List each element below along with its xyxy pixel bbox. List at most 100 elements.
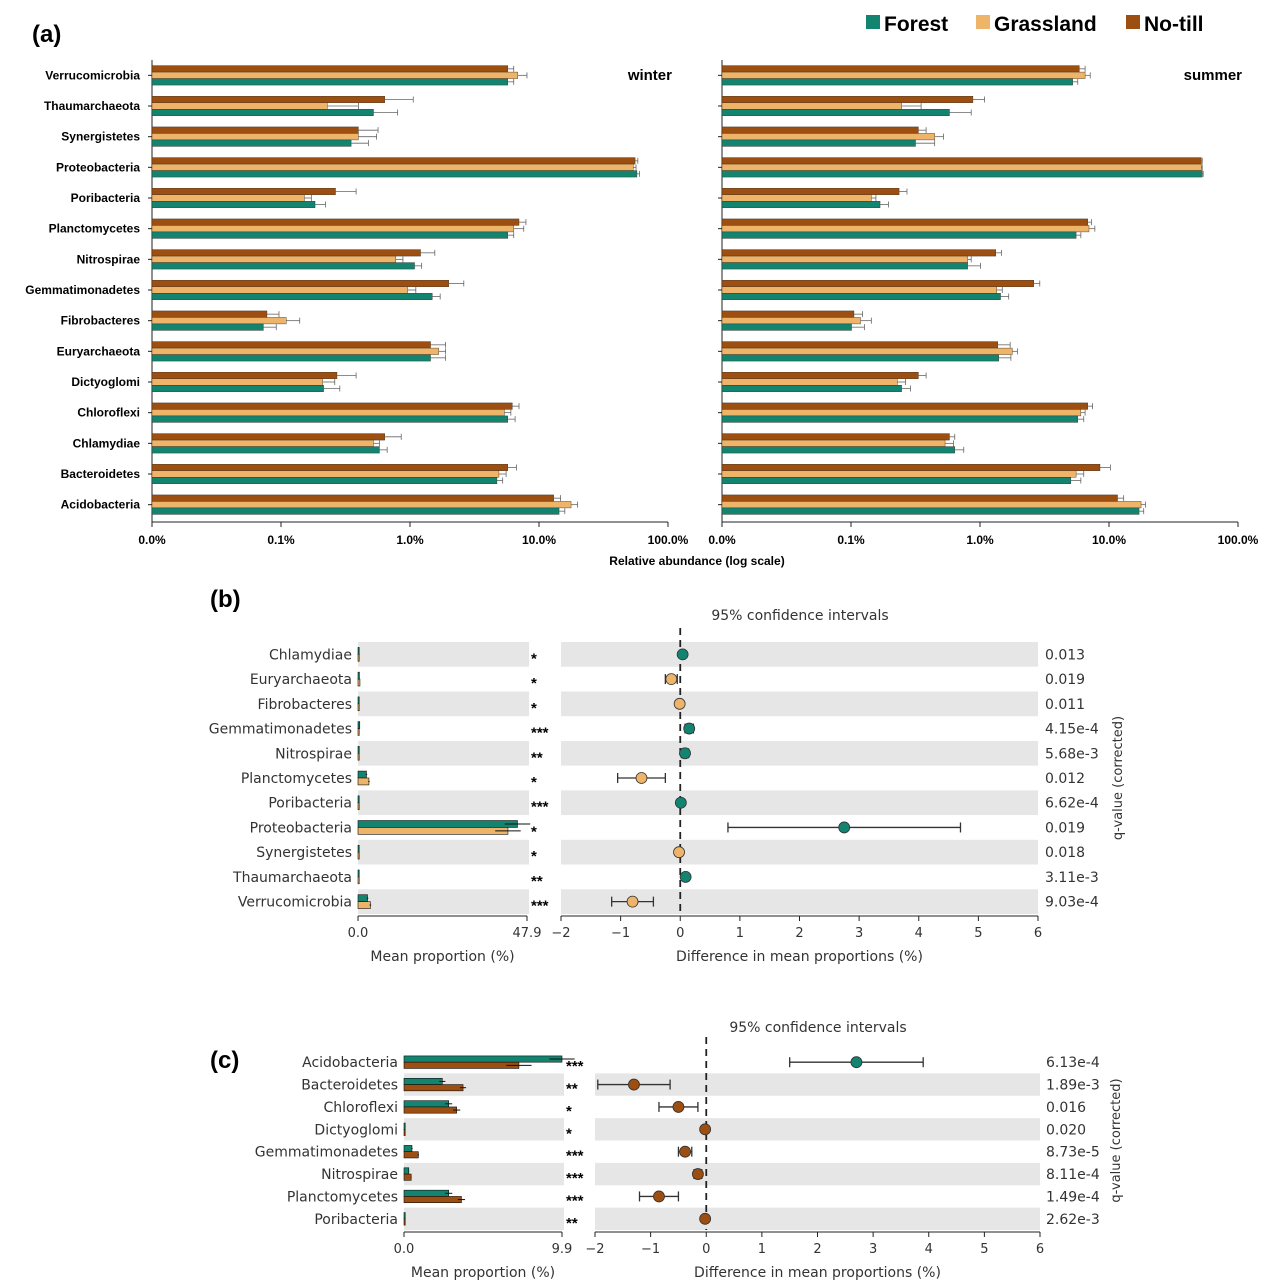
row-label: Planctomycetes <box>241 771 352 787</box>
bar-forest <box>721 78 1073 86</box>
difference-point <box>653 1190 665 1203</box>
facet-1-x-tick-label: 1.0% <box>966 533 994 547</box>
category-label: Bacteroidetes <box>61 467 141 481</box>
bar-forest <box>151 262 415 270</box>
row-band-left <box>404 1118 564 1141</box>
difference-point <box>699 1212 712 1225</box>
right-x-tick-label: 4 <box>925 1242 933 1257</box>
bar-no-till <box>151 494 554 502</box>
row-label: Thaumarchaeota <box>232 870 352 886</box>
bar-grassland <box>151 133 359 141</box>
q-value: 9.03e-4 <box>1045 895 1099 911</box>
bar-grassland <box>151 317 287 325</box>
row-band-right <box>561 839 1038 865</box>
ci-title: 95% confidence intervals <box>711 608 888 624</box>
bar-forest <box>721 262 968 270</box>
facet-1-x-tick-label: 10.0% <box>1092 533 1126 547</box>
row-band-right <box>595 1118 1040 1141</box>
difference-point <box>673 846 685 859</box>
difference-point <box>699 1123 712 1136</box>
category-label: Chlamydiae <box>73 436 141 450</box>
bar-grassland <box>721 163 1202 171</box>
difference-point <box>674 796 687 809</box>
row-band-left <box>358 740 529 766</box>
mean-bar-group2 <box>357 827 509 835</box>
row-label: Nitrospirae <box>321 1167 398 1183</box>
bar-grassland <box>721 317 861 325</box>
right-x-tick-label: 4 <box>915 926 923 941</box>
q-value: 1.49e-4 <box>1046 1189 1100 1205</box>
mean-bar-group1 <box>403 1122 406 1130</box>
significance-stars: *** <box>531 799 549 816</box>
category-label: Verrucomicrobia <box>45 68 140 82</box>
bar-grassland <box>151 225 514 233</box>
q-value: 4.15e-4 <box>1045 722 1099 738</box>
difference-point <box>679 1145 692 1158</box>
bar-no-till <box>721 341 998 349</box>
category-label: Planctomycetes <box>49 222 141 236</box>
mean-bar-group1 <box>357 894 368 902</box>
bar-grassland <box>721 470 1077 478</box>
mean-bar-group2 <box>403 1129 406 1136</box>
right-x-tick-label: −2 <box>585 1242 604 1257</box>
q-value: 0.019 <box>1045 820 1085 836</box>
row-label: Dictyoglomi <box>314 1122 398 1138</box>
row-label: Synergistetes <box>256 845 352 861</box>
q-value: 0.020 <box>1046 1122 1086 1138</box>
bar-no-till <box>721 126 919 134</box>
difference-point <box>628 1078 640 1091</box>
category-label: Proteobacteria <box>56 160 140 174</box>
bar-forest <box>721 170 1203 178</box>
bar-no-till <box>721 310 855 318</box>
bar-grassland <box>721 501 1142 509</box>
left-x-tick-label: 47.9 <box>513 926 542 941</box>
right-x-tick-label: −2 <box>551 926 570 941</box>
bar-no-till <box>151 218 520 226</box>
significance-stars: * <box>531 650 537 667</box>
bar-no-till <box>721 464 1101 471</box>
left-x-tick-label: 9.9 <box>552 1242 573 1257</box>
bar-grassland <box>151 470 500 478</box>
significance-stars: *** <box>566 1192 584 1209</box>
mean-bar-group2 <box>357 752 360 761</box>
bar-grassland <box>721 286 997 294</box>
row-band-left <box>358 691 529 717</box>
bar-grassland <box>151 255 396 263</box>
mean-bar-group2 <box>403 1061 520 1069</box>
bar-forest <box>721 293 1001 300</box>
left-x-label: Mean proportion (%) <box>370 949 514 965</box>
mean-bar-group1 <box>357 647 360 655</box>
right-x-tick-label: 6 <box>1034 926 1042 941</box>
mean-bar-group1 <box>357 795 360 804</box>
row-band-left <box>404 1162 564 1186</box>
bar-forest <box>721 109 950 116</box>
legend-swatch-grassland <box>976 15 990 29</box>
right-x-tick-label: 5 <box>980 1242 988 1257</box>
bar-no-till <box>721 433 950 441</box>
category-label: Euryarchaeota <box>57 344 141 358</box>
mean-bar-group2 <box>357 802 360 810</box>
category-label: Chloroflexi <box>77 406 140 420</box>
bar-forest <box>151 354 431 362</box>
bar-no-till <box>721 188 900 195</box>
significance-stars: *** <box>531 898 549 915</box>
mean-bar-group1 <box>403 1077 443 1085</box>
mean-bar-group2 <box>403 1084 464 1092</box>
category-label: Nitrospirae <box>77 252 141 266</box>
right-x-tick-label: 6 <box>1036 1242 1044 1257</box>
significance-stars: * <box>531 848 537 865</box>
legend-label-grassland: Grassland <box>994 13 1097 36</box>
bar-grassland <box>151 286 408 294</box>
legend-swatch-notill <box>1126 15 1140 29</box>
mean-bar-group1 <box>357 820 518 828</box>
mean-bar-group1 <box>357 671 360 680</box>
bar-forest <box>151 109 374 116</box>
difference-point <box>676 648 689 661</box>
bar-no-till <box>721 402 1088 410</box>
bar-grassland <box>721 102 902 110</box>
right-x-tick-label: 3 <box>869 1242 877 1257</box>
row-label: Bacteroidetes <box>301 1078 398 1094</box>
bar-forest <box>721 323 852 331</box>
bar-grassland <box>721 194 872 202</box>
